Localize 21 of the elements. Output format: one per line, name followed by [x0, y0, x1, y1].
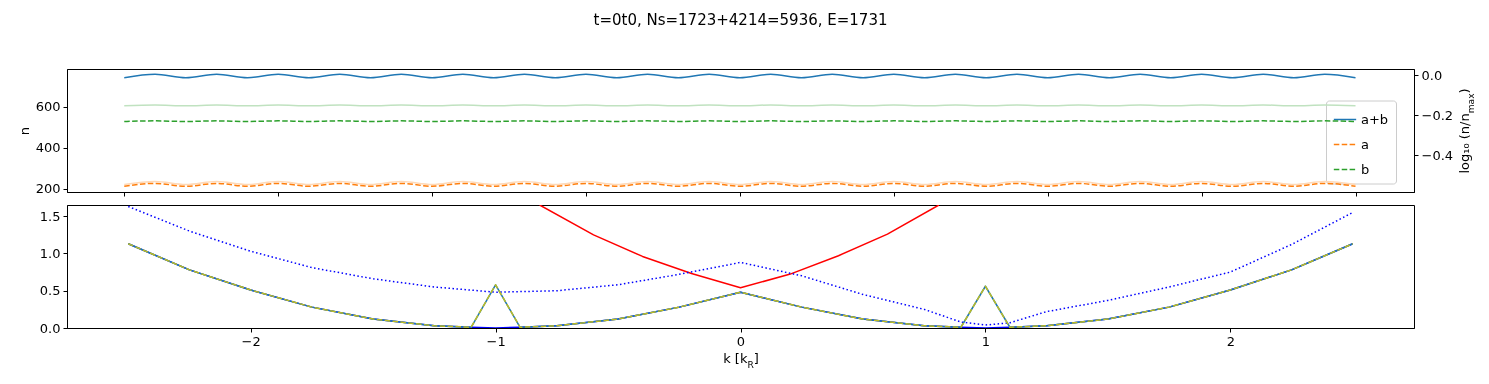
x-tick-label: −2	[241, 333, 261, 349]
chart-title: t=0t0, Ns=1723+4214=5936, E=1731	[593, 10, 888, 29]
y-tick-label: 1.0	[39, 245, 61, 261]
legend-label: a+b	[1361, 111, 1389, 127]
x-tick-label: 0	[736, 333, 746, 349]
x-tick-label: 2	[1226, 333, 1235, 349]
legend-label: a	[1361, 136, 1369, 152]
y2-tick-label: −0.4	[1421, 147, 1454, 163]
x-tick-label: −1	[486, 333, 506, 349]
y-tick-label: 200	[35, 181, 61, 197]
y-axis-title: n	[16, 126, 32, 136]
legend-label: b	[1361, 161, 1370, 177]
y-tick-label: 1.5	[39, 208, 61, 224]
x-axis-title: k [k$_{R}$]	[723, 350, 759, 370]
y2-tick-label: 0.0	[1421, 67, 1443, 83]
y-tick-label: 0.5	[39, 283, 61, 299]
y-tick-label: 600	[35, 99, 61, 115]
x-tick-label: 1	[981, 333, 991, 349]
y-tick-label: 400	[35, 140, 61, 156]
y2-tick-label: −0.2	[1421, 107, 1454, 123]
y-tick-label: 0.0	[39, 320, 61, 336]
